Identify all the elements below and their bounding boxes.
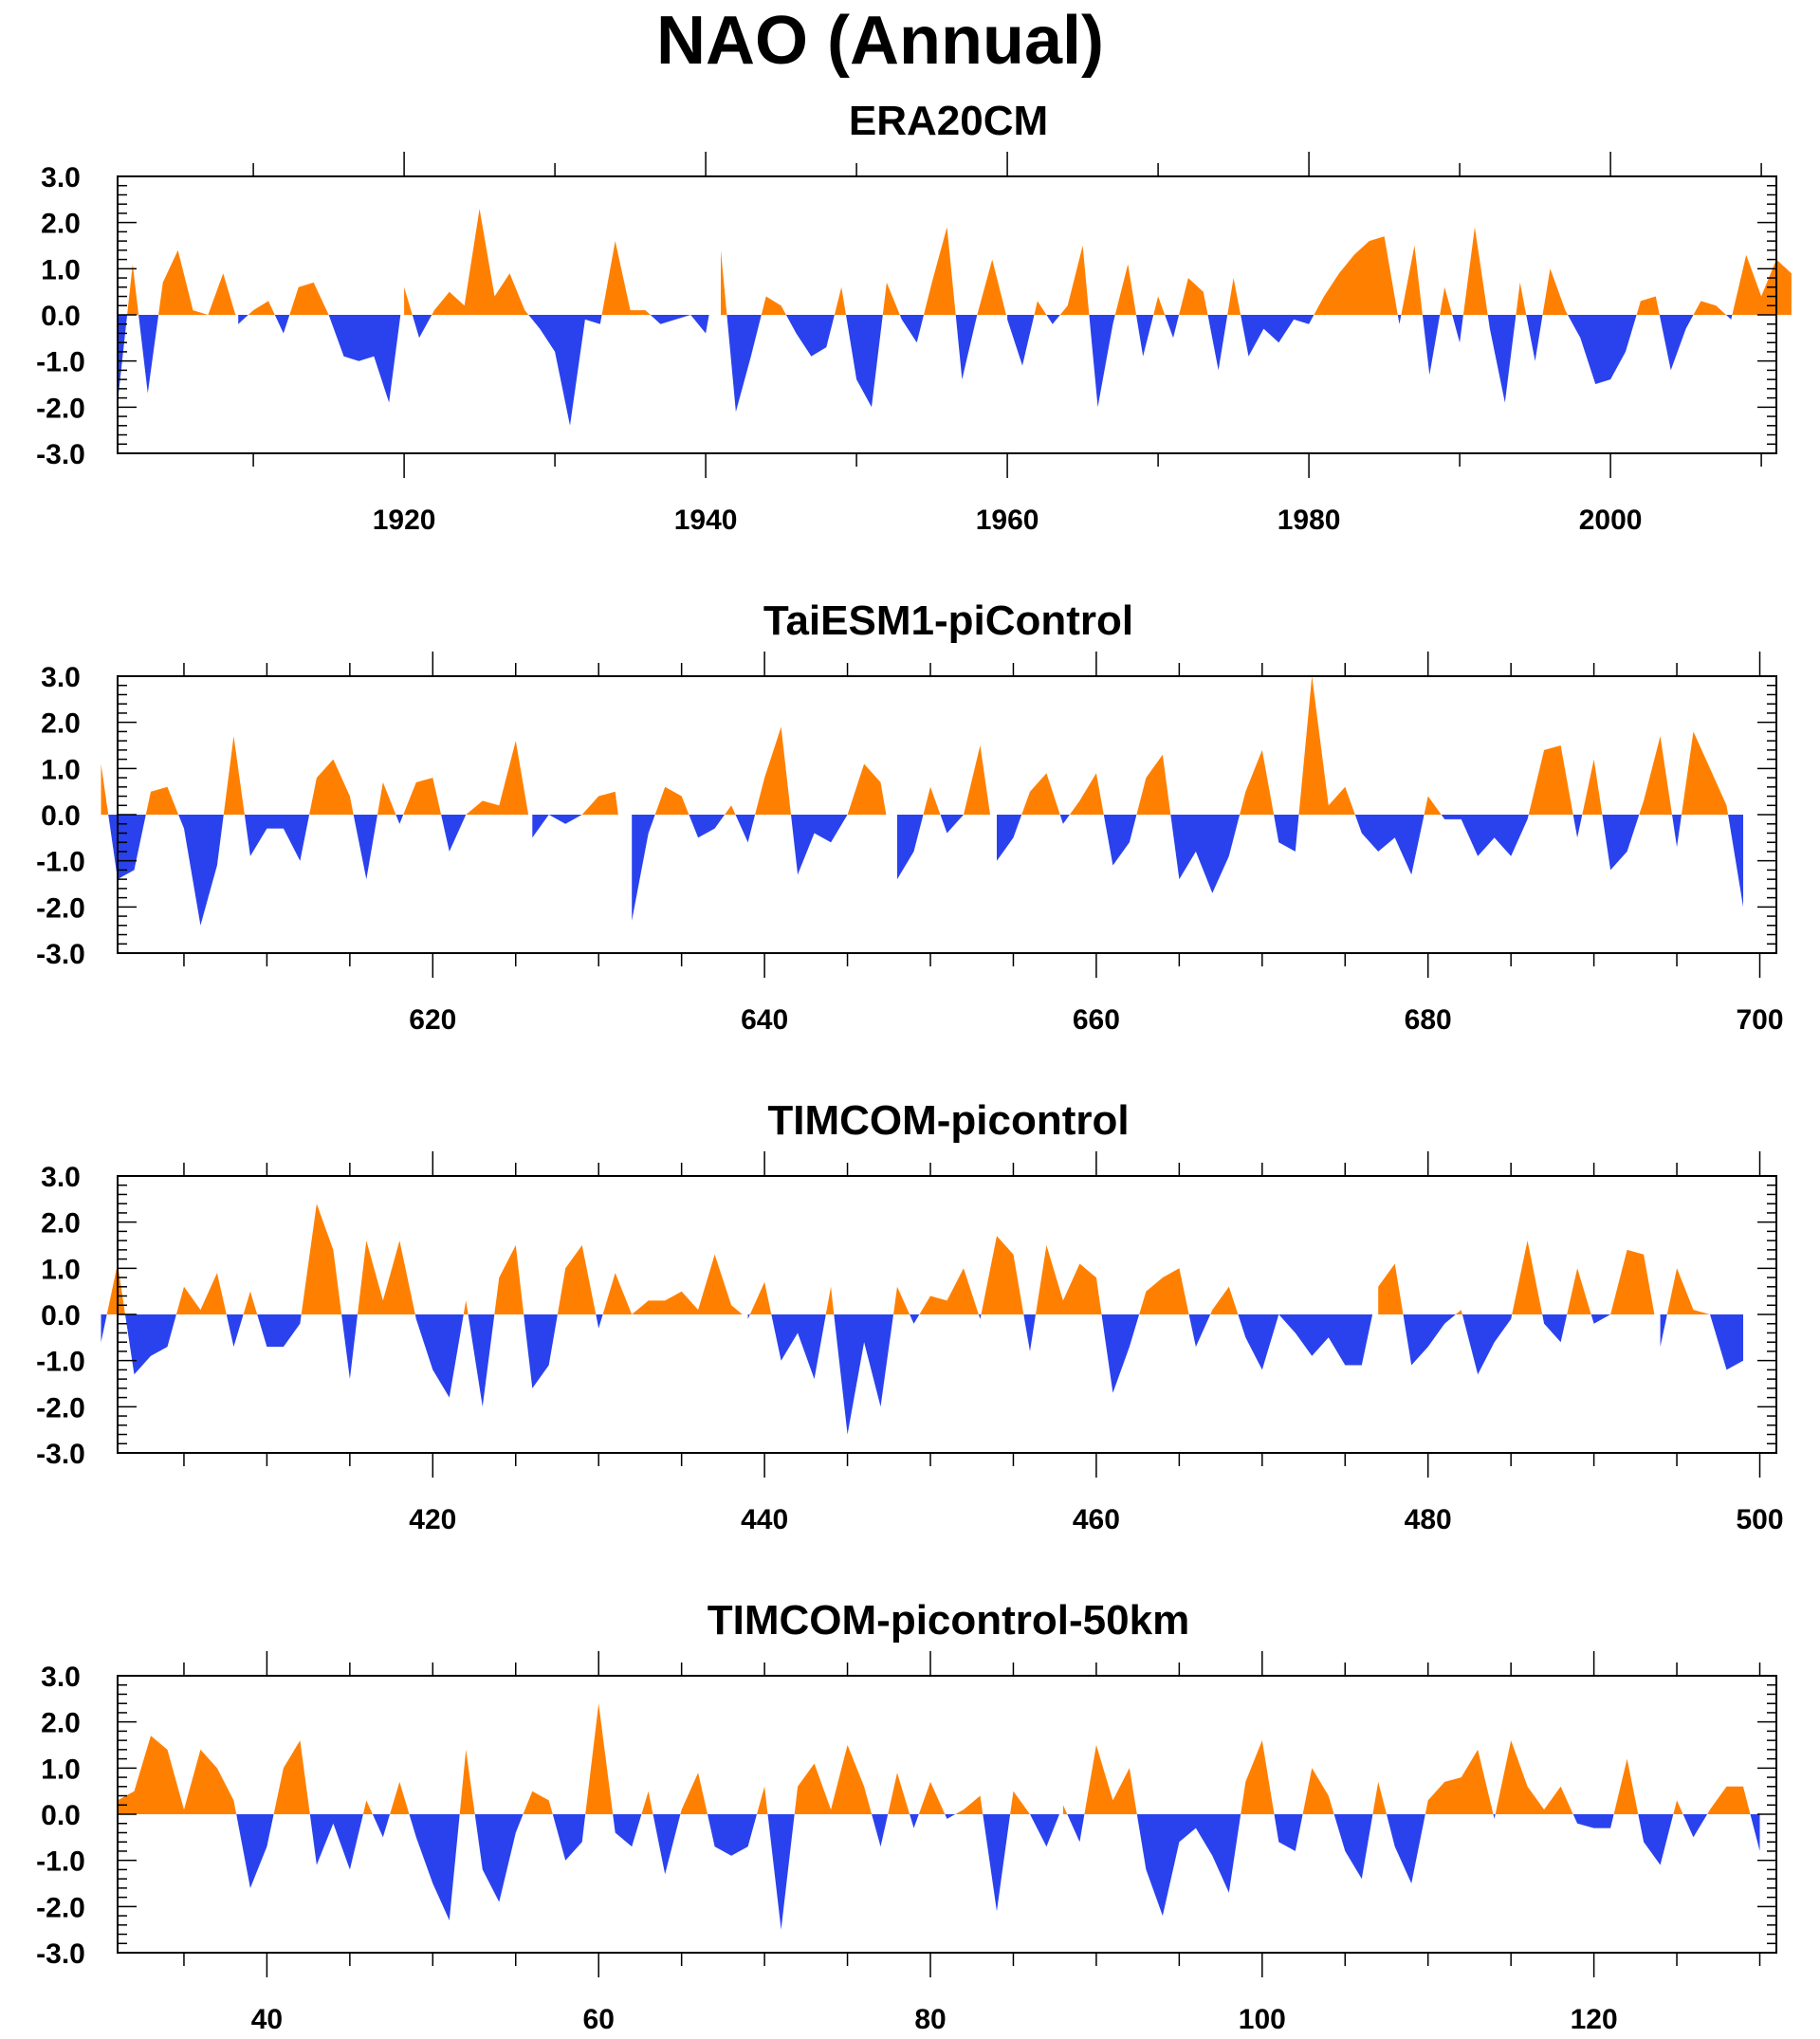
y-tick-label: -3.0 <box>36 939 85 970</box>
y-tick-label: -3.0 <box>36 1938 85 1970</box>
y-tick-label: -1.0 <box>36 847 85 878</box>
y-tick-label: 0.0 <box>41 1300 81 1332</box>
x-tick-label: 120 <box>1571 2004 1618 2035</box>
y-tick-label: 1.0 <box>41 1754 81 1785</box>
x-tick-label: 1920 <box>373 505 436 536</box>
y-tick-label: -3.0 <box>36 439 85 470</box>
y-tick-label: 1.0 <box>41 1254 81 1285</box>
y-tick-label: -3.0 <box>36 1439 85 1470</box>
y-tick-label: 3.0 <box>41 1662 81 1693</box>
chart-panel-3: TIMCOM-picontrol 3.0 2.0 1.0 0.0 -1.0 -2.0 -3.0… <box>36 1097 1783 1535</box>
y-tick-label: 2.0 <box>41 1208 81 1240</box>
x-tick-label: 660 <box>1073 1004 1120 1036</box>
page-title: NAO (Annual) <box>656 3 1104 79</box>
y-tick-label: 1.0 <box>41 254 81 285</box>
chart-title: TIMCOM-picontrol <box>767 1097 1129 1144</box>
y-tick-label: -1.0 <box>36 1347 85 1378</box>
y-tick-label: 2.0 <box>41 708 81 740</box>
x-axis-ticks <box>183 1151 1761 1478</box>
y-tick-label: 0.0 <box>41 301 81 332</box>
y-tick-label: -2.0 <box>36 1892 85 1923</box>
positive-anomaly-area <box>101 676 1729 815</box>
x-axis-ticks <box>183 1651 1761 1977</box>
y-tick-label: -1.0 <box>36 347 85 378</box>
x-tick-label: 1980 <box>1278 505 1341 536</box>
y-axis-ticks <box>118 1675 1776 1954</box>
y-tick-label: -2.0 <box>36 393 85 424</box>
negative-anomaly-area <box>101 1314 1743 1435</box>
x-axis-ticks <box>252 152 1762 478</box>
x-tick-label: 620 <box>409 1004 456 1036</box>
negative-anomaly-area <box>108 815 1744 926</box>
x-tick-label: 100 <box>1239 2004 1286 2035</box>
x-axis-ticks <box>183 652 1761 978</box>
negative-anomaly-area <box>236 1814 1760 1930</box>
y-tick-label: -2.0 <box>36 892 85 924</box>
y-tick-label: 3.0 <box>41 1162 81 1193</box>
y-axis-ticks <box>118 1175 1776 1454</box>
y-tick-label: 1.0 <box>41 754 81 785</box>
x-tick-label: 480 <box>1405 1504 1452 1535</box>
x-tick-label: 420 <box>409 1504 456 1535</box>
x-tick-label: 440 <box>741 1504 788 1535</box>
y-tick-label: 2.0 <box>41 209 81 240</box>
x-tick-label: 640 <box>741 1004 788 1036</box>
x-tick-label: 1960 <box>976 505 1039 536</box>
x-tick-label: 700 <box>1736 1004 1783 1036</box>
y-tick-label: 0.0 <box>41 1800 81 1831</box>
chart-panel-2: TaiESM1-piControl 3.0 2.0 1.0 0.0 -1.0 -2.0 -3.… <box>36 597 1783 1036</box>
y-tick-label: -1.0 <box>36 1846 85 1878</box>
y-tick-label: -2.0 <box>36 1392 85 1424</box>
x-tick-label: 60 <box>583 2004 615 2035</box>
y-tick-label: 0.0 <box>41 800 81 832</box>
positive-anomaly-area <box>127 209 1792 315</box>
chart-title: ERA20CM <box>849 98 1048 144</box>
chart-title: TaiESM1-piControl <box>763 597 1133 644</box>
y-tick-label: 3.0 <box>41 662 81 693</box>
y-axis-ticks <box>118 175 1776 454</box>
positive-anomaly-area <box>106 1203 1744 1314</box>
positive-anomaly-area <box>118 1703 1751 1814</box>
x-tick-label: 460 <box>1073 1504 1120 1535</box>
y-tick-label: 2.0 <box>41 1708 81 1739</box>
chart-panel-1: ERA20CM 3.0 2.0 1.0 0.0 -1.0 -2.0 -3.0 1920 1940 1… <box>36 98 1792 536</box>
x-tick-label: 680 <box>1405 1004 1452 1036</box>
chart-panel-4: TIMCOM-picontrol-50km 3.0 2.0 1.0 0.0 -1.0 -2.… <box>36 1597 1777 2035</box>
y-tick-label: 3.0 <box>41 162 81 193</box>
chart-title: TIMCOM-picontrol-50km <box>708 1597 1189 1644</box>
x-tick-label: 1940 <box>674 505 738 536</box>
x-tick-label: 500 <box>1736 1504 1783 1535</box>
negative-anomaly-area <box>118 315 1733 426</box>
x-tick-label: 40 <box>251 2004 283 2035</box>
x-tick-label: 2000 <box>1579 505 1643 536</box>
x-tick-label: 80 <box>914 2004 946 2035</box>
y-axis-ticks <box>118 675 1776 954</box>
